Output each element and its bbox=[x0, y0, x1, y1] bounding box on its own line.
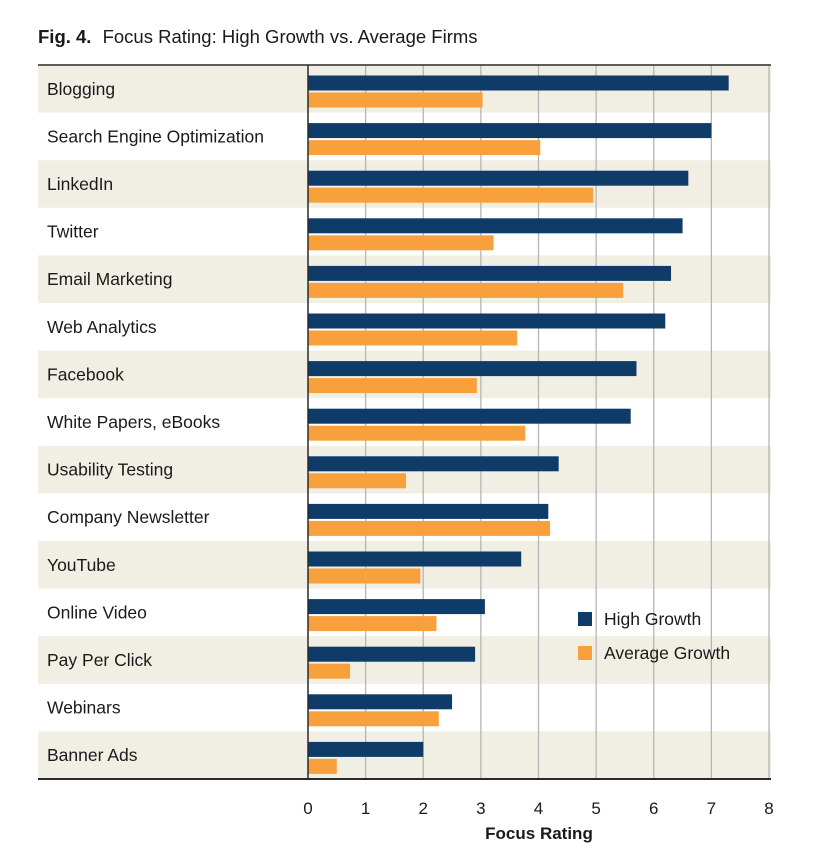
category-label: Banner Ads bbox=[47, 745, 138, 765]
x-tick-label: 1 bbox=[361, 799, 370, 818]
bar-average-growth bbox=[308, 187, 594, 203]
bar-high-growth bbox=[308, 170, 689, 186]
bar-high-growth bbox=[308, 456, 559, 472]
bar-high-growth bbox=[308, 551, 522, 567]
category-label: YouTube bbox=[47, 555, 116, 575]
legend-label: High Growth bbox=[604, 609, 701, 629]
bar-high-growth bbox=[308, 75, 729, 91]
x-tick-label: 5 bbox=[591, 799, 600, 818]
bar-high-growth bbox=[308, 599, 485, 615]
bar-high-growth bbox=[308, 265, 672, 281]
bar-high-growth bbox=[308, 218, 683, 234]
bar-average-growth bbox=[308, 425, 526, 441]
chart-title-text: Focus Rating: High Growth vs. Average Fi… bbox=[103, 26, 478, 47]
x-tick-label: 3 bbox=[476, 799, 485, 818]
bar-high-growth bbox=[308, 408, 631, 424]
category-label: Web Analytics bbox=[47, 317, 157, 337]
legend: High Growth Average Growth bbox=[578, 609, 730, 663]
x-tick-label: 6 bbox=[649, 799, 658, 818]
legend-label: Average Growth bbox=[604, 643, 730, 663]
bar-average-growth bbox=[308, 330, 518, 346]
chart-title-prefix: Fig. 4. bbox=[38, 26, 91, 47]
axes: 0 1 2 3 4 5 6 7 8 bbox=[38, 64, 774, 818]
bar-average-growth bbox=[308, 711, 439, 727]
chart-title: Fig. 4. Focus Rating: High Growth vs. Av… bbox=[38, 26, 478, 47]
bar-average-growth bbox=[308, 568, 421, 584]
category-label: Search Engine Optimization bbox=[47, 126, 264, 146]
bar-average-growth bbox=[308, 520, 551, 536]
legend-swatch bbox=[578, 612, 592, 626]
x-axis-title: Focus Rating bbox=[485, 824, 593, 843]
category-label: Webinars bbox=[47, 698, 121, 718]
category-label: Twitter bbox=[47, 222, 99, 242]
bar-average-growth bbox=[308, 92, 483, 108]
bar-average-growth bbox=[308, 378, 477, 394]
bar-high-growth bbox=[308, 694, 453, 710]
bar-average-growth bbox=[308, 758, 337, 774]
x-tick-label: 0 bbox=[303, 799, 312, 818]
category-labels: Blogging Search Engine Optimization Linked… bbox=[47, 79, 264, 765]
bar-average-growth bbox=[308, 616, 437, 632]
x-tick-label: 8 bbox=[764, 799, 773, 818]
category-label: Pay Per Click bbox=[47, 650, 152, 670]
x-tick-label: 2 bbox=[419, 799, 428, 818]
bar-average-growth bbox=[308, 473, 406, 489]
bar-high-growth bbox=[308, 361, 637, 377]
category-label: Usability Testing bbox=[47, 460, 173, 480]
bar-high-growth bbox=[308, 741, 424, 757]
bar-average-growth bbox=[308, 235, 494, 251]
category-label: White Papers, eBooks bbox=[47, 412, 220, 432]
legend-swatch bbox=[578, 646, 592, 660]
x-tick-label: 7 bbox=[707, 799, 716, 818]
category-label: Online Video bbox=[47, 602, 147, 622]
bar-high-growth bbox=[308, 646, 476, 662]
x-tick-label: 4 bbox=[534, 799, 543, 818]
category-label: LinkedIn bbox=[47, 174, 113, 194]
category-label: Company Newsletter bbox=[47, 507, 210, 527]
category-label: Blogging bbox=[47, 79, 115, 99]
bar-average-growth bbox=[308, 663, 351, 679]
bar-average-growth bbox=[308, 140, 541, 156]
bar-high-growth bbox=[308, 503, 549, 519]
category-label: Email Marketing bbox=[47, 269, 172, 289]
category-label: Facebook bbox=[47, 364, 124, 384]
bar-high-growth bbox=[308, 123, 712, 139]
bars bbox=[308, 75, 729, 774]
bar-high-growth bbox=[308, 313, 666, 329]
bar-average-growth bbox=[308, 282, 624, 298]
